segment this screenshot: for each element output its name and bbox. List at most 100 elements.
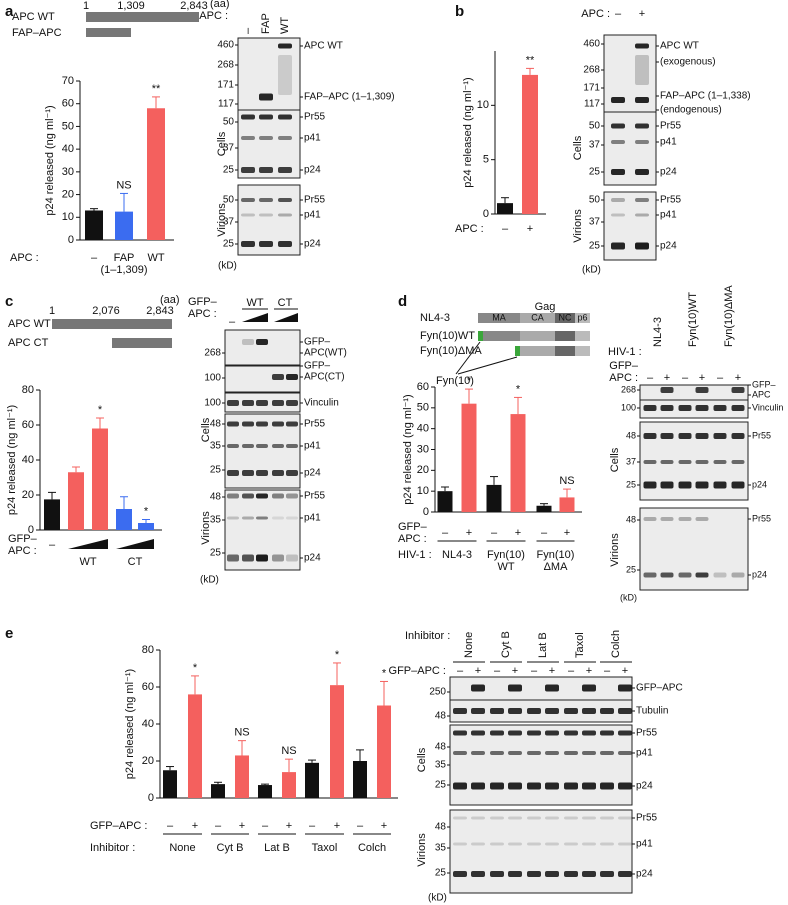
band xyxy=(286,493,298,499)
lane-label: WT xyxy=(279,17,291,34)
treatment-label: + xyxy=(735,372,741,384)
y-axis-label: p24 released (ng ml⁻¹) xyxy=(402,394,414,504)
band xyxy=(453,751,467,755)
band xyxy=(527,816,541,820)
y-axis-label: p24 released (ng ml⁻¹) xyxy=(6,405,18,515)
band-label: GFP– xyxy=(304,361,331,372)
marker-label: 48 xyxy=(435,711,447,722)
band-label: APC WT xyxy=(660,41,699,52)
band xyxy=(259,213,273,217)
unit-label: (aa) xyxy=(210,0,230,10)
domain xyxy=(478,331,520,341)
lane-label: Lat B xyxy=(537,632,549,658)
x-tick-label: – xyxy=(442,527,449,539)
tag xyxy=(478,331,483,341)
marker-label: 48 xyxy=(626,430,636,440)
band xyxy=(695,481,709,489)
x-tick-label: – xyxy=(541,527,548,539)
x-tick-label: – xyxy=(49,539,56,551)
band xyxy=(227,516,239,520)
y-tick-label: 10 xyxy=(62,211,74,223)
band xyxy=(242,339,254,345)
unit-label: (aa) xyxy=(160,294,180,306)
marker-label: 25 xyxy=(589,167,601,178)
band xyxy=(582,782,596,790)
x-tick-label: + xyxy=(381,820,387,832)
band xyxy=(545,684,559,692)
significance: * xyxy=(516,383,521,395)
band-label: GFP–APC xyxy=(636,683,683,694)
bar xyxy=(44,499,60,530)
band xyxy=(618,708,632,714)
marker-label: 100 xyxy=(204,373,221,384)
lane-label: CT xyxy=(278,297,293,309)
position-label: 1,309 xyxy=(117,0,145,12)
band xyxy=(256,470,268,476)
band-label: p41 xyxy=(636,839,653,850)
marker-label: 48 xyxy=(210,419,222,430)
band xyxy=(731,481,745,489)
marker-label: 250 xyxy=(429,687,446,698)
band xyxy=(490,708,504,714)
band xyxy=(286,516,298,520)
domain xyxy=(478,313,520,323)
band xyxy=(564,816,578,820)
band xyxy=(660,517,674,521)
lane-label: WT xyxy=(246,297,263,309)
treatment-label: + xyxy=(512,665,518,677)
band xyxy=(453,730,467,736)
y-tick-label: 40 xyxy=(142,718,154,730)
band xyxy=(508,842,522,846)
band xyxy=(643,517,657,521)
y-tick-label: 60 xyxy=(417,381,429,393)
lane-label: None xyxy=(463,632,475,658)
row-label: GFP–APC : xyxy=(90,820,147,832)
band xyxy=(527,730,541,736)
domain xyxy=(555,346,575,356)
domain xyxy=(520,331,555,341)
construct-bar xyxy=(112,338,172,348)
bar xyxy=(497,203,513,214)
y-tick-label: 30 xyxy=(417,443,429,455)
significance: * xyxy=(335,649,340,661)
band-label: Tubulin xyxy=(636,706,668,717)
unit-label: (kD) xyxy=(582,265,601,276)
row-label: GFP–APC : xyxy=(389,665,446,677)
bar xyxy=(522,74,538,214)
row-label: Inhibitor : xyxy=(405,630,450,642)
group-label: NL4-3 xyxy=(442,549,472,561)
blot-box xyxy=(237,109,301,179)
y-tick-label: 0 xyxy=(483,208,489,220)
construct-label: APC WT xyxy=(12,11,55,23)
marker-label: 48 xyxy=(626,514,636,524)
band xyxy=(241,136,255,140)
marker-label: 268 xyxy=(621,384,636,394)
band xyxy=(508,871,522,877)
band xyxy=(611,97,625,103)
x-tick-label: + xyxy=(192,820,198,832)
y-tick-label: 20 xyxy=(142,755,154,767)
band-label: p41 xyxy=(660,210,677,221)
band-label: Pr55 xyxy=(304,112,326,123)
band xyxy=(660,433,674,439)
significance: * xyxy=(98,404,103,416)
band xyxy=(527,708,541,714)
band xyxy=(582,708,596,714)
band xyxy=(278,43,292,49)
treatment-label: + xyxy=(699,372,705,384)
x-tick-label: – xyxy=(502,223,509,235)
band xyxy=(635,43,649,49)
band xyxy=(545,782,559,790)
bar xyxy=(486,484,502,512)
row-label: APC : xyxy=(10,252,39,264)
significance: ** xyxy=(526,54,535,66)
band xyxy=(618,816,632,820)
bar xyxy=(115,211,133,240)
band xyxy=(259,198,273,202)
x-tick-label: + xyxy=(564,527,570,539)
treatment-label: – xyxy=(717,372,724,384)
band xyxy=(490,730,504,736)
band xyxy=(600,871,614,877)
band xyxy=(618,751,632,755)
